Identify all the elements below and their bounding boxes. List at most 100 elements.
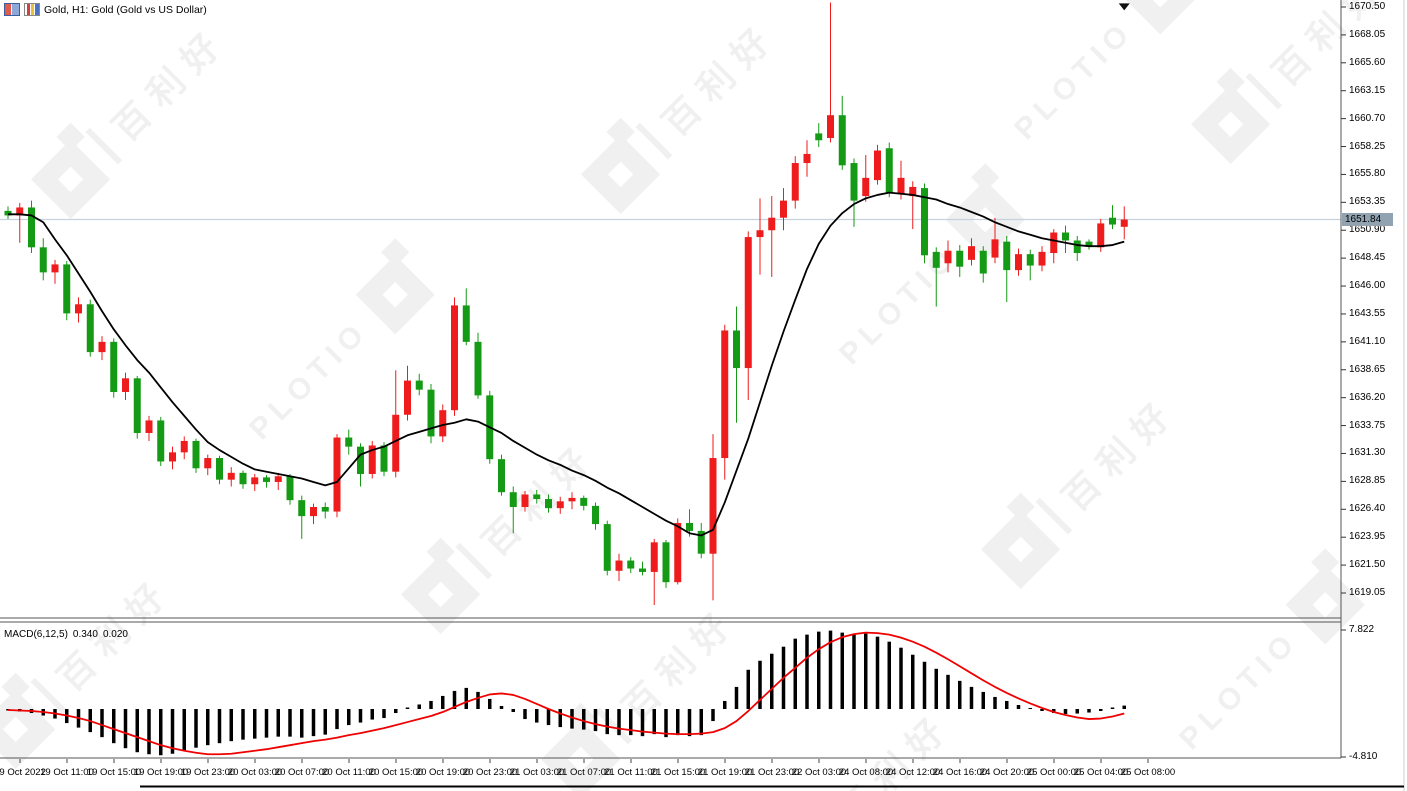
candlestick-chart-icon[interactable] xyxy=(24,3,40,16)
symbol-title: Gold, H1: Gold (Gold vs US Dollar) xyxy=(44,3,207,16)
macd-histogram-bar xyxy=(229,709,233,742)
candle-body xyxy=(1026,254,1034,266)
price-axis-label: 1670.50 xyxy=(1349,1,1386,12)
candle-body xyxy=(75,304,82,314)
candle-body xyxy=(944,250,952,264)
candle-body xyxy=(368,445,376,474)
chart-title-bar: Gold, H1: Gold (Gold vs US Dollar) xyxy=(4,3,207,16)
candle-body xyxy=(86,304,94,353)
macd-histogram-bar xyxy=(100,709,104,738)
macd-histogram-bar xyxy=(958,680,962,709)
time-axis-label: 22 Oct 03:00 xyxy=(791,767,847,778)
candle-body xyxy=(263,477,270,482)
macd-histogram-bar xyxy=(911,654,915,709)
macd-histogram-bar xyxy=(382,709,386,719)
macd-histogram-bar xyxy=(241,709,245,740)
candle-body xyxy=(803,153,811,164)
price-axis-label: 1650.90 xyxy=(1349,224,1386,236)
macd-histogram-bar xyxy=(1005,700,1009,709)
candle-body xyxy=(439,410,447,437)
macd-histogram-bar xyxy=(417,704,421,709)
macd-histogram-bar xyxy=(1016,704,1021,709)
macd-histogram-bar xyxy=(1110,707,1115,709)
candle-body xyxy=(1050,232,1058,254)
time-axis-label: 19 Oct 2022 xyxy=(0,767,46,778)
macd-histogram-bar xyxy=(593,709,598,732)
macd-histogram-bar xyxy=(687,709,692,737)
macd-histogram-bar xyxy=(405,707,410,709)
candle-body xyxy=(298,500,306,517)
macd-histogram-bar xyxy=(699,709,703,736)
macd-histogram-bar xyxy=(1087,709,1091,713)
time-axis-label: 24 Oct 20:00 xyxy=(979,767,1035,778)
macd-histogram-bar xyxy=(135,709,139,753)
time-axis-label: 21 Oct 19:00 xyxy=(697,767,753,778)
candle-body xyxy=(404,380,411,415)
macd-histogram-bar xyxy=(723,700,727,709)
candle-body xyxy=(1085,241,1093,247)
candle-body xyxy=(709,458,717,554)
price-axis-label: 1668.05 xyxy=(1349,28,1386,40)
candle-body xyxy=(744,237,752,369)
macd-histogram-bar xyxy=(546,709,551,726)
macd-histogram-bar xyxy=(570,709,574,729)
candle-body xyxy=(239,472,247,485)
candle-body xyxy=(227,472,235,480)
candle-body xyxy=(1062,232,1069,241)
candle-body xyxy=(885,148,893,193)
candle-body xyxy=(674,522,682,583)
macd-histogram-bar xyxy=(441,695,445,709)
price-axis-label: 1653.35 xyxy=(1349,196,1386,208)
macd-histogram-bar xyxy=(558,709,562,728)
candle-body xyxy=(333,437,341,512)
candle-body xyxy=(592,505,599,525)
candle-body xyxy=(16,207,24,216)
candle-body xyxy=(956,250,964,267)
price-axis-label: 1636.20 xyxy=(1349,391,1386,403)
candle-body xyxy=(721,330,729,459)
candle-body xyxy=(1120,219,1128,227)
time-axis-label: 25 Oct 00:00 xyxy=(1026,767,1082,778)
macd-histogram-bar xyxy=(664,709,668,738)
macd-histogram-bar xyxy=(1040,709,1044,712)
macd-histogram-bar xyxy=(182,709,186,751)
candle-body xyxy=(1073,240,1081,254)
macd-histogram-bar xyxy=(523,709,527,720)
macd-histogram-bar xyxy=(147,709,151,755)
candle-body xyxy=(392,414,400,472)
price-axis-label: 1619.05 xyxy=(1349,587,1386,598)
moving-average-line xyxy=(8,191,1125,537)
time-axis-label: 19 Oct 11:00 xyxy=(40,767,94,778)
macd-histogram-bar xyxy=(629,709,633,736)
macd-histogram-bar xyxy=(276,709,280,737)
candle-body xyxy=(838,115,846,166)
macd-histogram-bar xyxy=(323,709,327,735)
candle-body xyxy=(180,440,188,453)
table-icon[interactable] xyxy=(4,3,20,16)
time-axis-label: 20 Oct 11:00 xyxy=(322,767,376,778)
macd-scale-min-label: -4.810 xyxy=(1349,751,1378,762)
time-axis-label: 21 Oct 23:00 xyxy=(744,767,800,778)
macd-histogram-bar xyxy=(1052,709,1056,714)
macd-histogram-bar xyxy=(817,631,821,709)
candle-body xyxy=(145,420,153,433)
time-axis-label: 20 Oct 03:00 xyxy=(227,767,283,778)
time-axis-label: 21 Oct 07:00 xyxy=(556,767,612,778)
macd-histogram-bar xyxy=(676,709,680,736)
price-axis-label: 1660.70 xyxy=(1349,112,1386,124)
candle-body xyxy=(921,188,928,256)
macd-histogram-bar xyxy=(934,668,938,709)
candle-body xyxy=(474,341,482,396)
macd-histogram-bar xyxy=(300,709,304,738)
candle-body xyxy=(427,389,435,437)
macd-histogram-bar xyxy=(652,709,656,735)
macd-histogram-bar xyxy=(852,634,856,709)
macd-histogram-bar xyxy=(335,709,339,730)
macd-histogram-bar xyxy=(770,653,774,709)
candle-body xyxy=(192,440,200,469)
candle-body xyxy=(615,560,623,571)
macd-histogram-bar xyxy=(922,661,927,709)
macd-histogram-bar xyxy=(347,709,351,726)
candle-body xyxy=(979,250,987,274)
